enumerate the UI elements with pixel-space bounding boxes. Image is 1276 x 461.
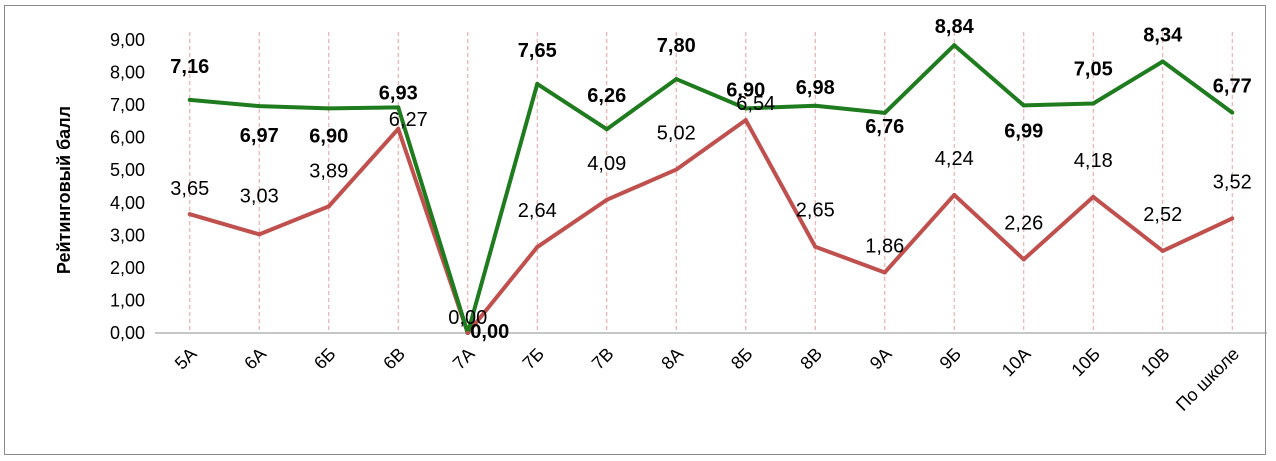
point-red — [604, 197, 609, 202]
data-label-green: 6,90 — [726, 79, 765, 101]
data-label-red: 3,65 — [170, 178, 209, 200]
data-label-green: 6,99 — [1004, 120, 1043, 142]
data-label-red: 4,09 — [587, 153, 626, 175]
point-red — [1160, 248, 1165, 253]
data-label-green: 6,93 — [379, 82, 418, 104]
data-label-green: 6,90 — [309, 125, 348, 147]
data-label-red: 2,64 — [518, 200, 557, 222]
point-red — [813, 244, 818, 249]
x-category-label: 10Б — [1067, 344, 1104, 381]
y-tick-label: 0,00 — [110, 323, 145, 343]
point-green — [952, 43, 957, 48]
point-green — [674, 77, 679, 82]
point-red — [882, 270, 887, 275]
series-lines — [187, 43, 1235, 335]
series-line-red — [189, 118, 1234, 335]
data-label-green: 7,65 — [518, 40, 557, 62]
data-label-green: 7,80 — [657, 35, 696, 57]
data-label-green: 6,76 — [865, 116, 904, 138]
x-category-label: 8Б — [727, 344, 757, 374]
point-red — [535, 245, 540, 250]
series-line-green — [189, 43, 1234, 335]
point-red — [743, 118, 748, 123]
y-tick-label: 6,00 — [110, 128, 145, 148]
point-red — [326, 204, 331, 209]
data-label-green: 6,77 — [1213, 76, 1252, 98]
point-red — [1091, 194, 1096, 199]
point-green — [326, 106, 331, 111]
grid-lines — [155, 32, 1267, 334]
data-labels: 3,65 3,03 3,89 6,27 0,00 2,64 4,09 5,02 6,54 2,65… — [170, 16, 1251, 343]
x-category-label: 10В — [1137, 344, 1174, 381]
point-green — [604, 127, 609, 132]
y-tick-label: 7,00 — [110, 95, 145, 115]
point-green — [257, 104, 262, 109]
data-label-green: 7,16 — [170, 56, 209, 78]
point-red — [257, 232, 262, 237]
x-category-label: 10А — [998, 344, 1035, 381]
x-category-label: 7В — [588, 344, 618, 374]
y-tick-label: 5,00 — [110, 160, 145, 180]
data-label-green: 0,00 — [470, 321, 509, 343]
data-label-red: 3,89 — [309, 160, 348, 182]
y-axis-label: Рейтинговый балл — [54, 106, 74, 274]
point-red — [1230, 216, 1235, 221]
data-label-red: 5,02 — [657, 123, 696, 145]
point-green — [1160, 59, 1165, 64]
point-red — [465, 331, 470, 335]
data-label-red: 3,03 — [240, 185, 279, 207]
point-green — [1021, 103, 1026, 108]
point-red — [952, 192, 957, 197]
x-category-label: 6А — [240, 344, 270, 374]
data-label-red: 0,00 — [448, 307, 487, 329]
point-green — [1091, 101, 1096, 106]
point-green — [743, 106, 748, 111]
data-label-red: 6,54 — [736, 93, 775, 115]
y-tick-label: 2,00 — [110, 258, 145, 278]
y-axis-ticks: 0,00 1,00 2,00 3,00 4,00 5,00 6,00 7,00 8,00 9,00 — [110, 30, 145, 343]
data-label-red: 1,86 — [865, 235, 904, 257]
data-label-red: 4,18 — [1074, 150, 1113, 172]
data-label-green: 6,97 — [240, 125, 279, 147]
point-red — [187, 212, 192, 217]
data-label-red: 2,52 — [1143, 204, 1182, 226]
point-green — [813, 103, 818, 108]
data-label-green: 8,84 — [935, 16, 975, 38]
point-green — [882, 110, 887, 115]
y-tick-label: 3,00 — [110, 225, 145, 245]
y-tick-label: 1,00 — [110, 290, 145, 310]
x-category-label: 5А — [171, 344, 201, 374]
point-green — [187, 97, 192, 102]
data-label-red: 6,27 — [389, 109, 428, 131]
data-label-red: 3,52 — [1213, 171, 1252, 193]
x-category-label: 8А — [657, 344, 687, 374]
point-red — [396, 126, 401, 131]
point-red — [674, 167, 679, 172]
data-label-red: 2,65 — [796, 200, 835, 222]
x-category-label: По школе — [1172, 344, 1243, 415]
point-green — [396, 105, 401, 110]
data-label-green: 8,34 — [1143, 24, 1183, 46]
y-tick-label: 9,00 — [110, 30, 145, 50]
x-category-label: 9Б — [936, 344, 966, 374]
data-label-red: 4,24 — [935, 148, 974, 170]
y-tick-label: 8,00 — [110, 63, 145, 83]
x-category-label: 6В — [379, 344, 409, 374]
x-category-label: 7А — [449, 344, 479, 374]
x-category-label: 9А — [866, 344, 896, 374]
x-category-label: 6Б — [310, 344, 340, 374]
data-label-green: 6,26 — [587, 85, 626, 107]
point-green — [1230, 110, 1235, 115]
data-label-red: 2,26 — [1004, 212, 1043, 234]
x-category-label: 8В — [796, 344, 826, 374]
data-label-green: 6,98 — [796, 77, 835, 99]
data-label-green: 7,05 — [1074, 58, 1113, 80]
point-red — [1021, 257, 1026, 262]
x-category-label: 7Б — [519, 344, 549, 374]
y-tick-label: 4,00 — [110, 193, 145, 213]
point-green — [535, 81, 540, 86]
